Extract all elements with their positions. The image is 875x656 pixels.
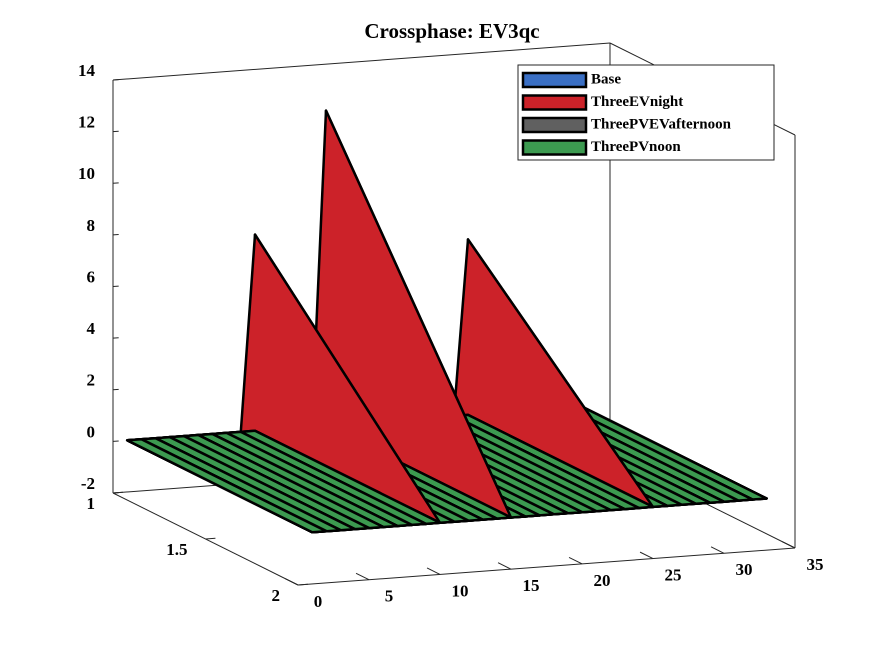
z-tick-label: -2 [81,474,95,493]
x-tick [639,551,654,560]
x-tick-label: 30 [736,560,753,579]
legend-label: Base [591,71,621,87]
z-tick-label: 12 [78,113,95,132]
legend-swatch [521,139,588,156]
x-tick [355,572,370,581]
x-tick-label: 10 [452,581,469,600]
x-tick-label: 15 [523,576,540,595]
x-tick-label: 0 [314,592,323,611]
y-tick [205,537,216,540]
x-tick [781,541,796,549]
y-tick-label: 1.5 [166,540,187,559]
legend-swatch [521,71,588,89]
legend-swatch [521,94,588,111]
z-tick-label: 4 [87,319,96,338]
z-tick-label: 10 [78,164,95,183]
chart-title: Crossphase: EV3qc [364,19,539,43]
y-tick-label: 2 [272,586,281,605]
y-tick-label: 1 [87,494,96,513]
legend-swatch [521,116,588,134]
x-tick [710,546,725,554]
z-tick-label: 0 [87,422,96,441]
x-tick-label: 35 [807,555,824,574]
x-tick-label: 25 [665,565,682,584]
x-tick [568,556,583,565]
z-tick-label: 8 [87,216,96,235]
z-tick-label: 6 [87,267,96,286]
legend: Base ThreeEVnight ThreePVEVafternoon ThreeP… [517,64,775,161]
y-tick [112,491,123,494]
box-edge [112,42,611,81]
x-tick [284,578,299,586]
x-tick [497,562,512,570]
surface-patch [125,438,328,534]
x-tick-label: 5 [385,587,394,606]
y-tick [297,583,308,586]
x-axis [297,547,796,586]
legend-label: ThreeEVnight [591,94,683,110]
x-tick-label: 20 [594,571,611,590]
z-tick-label: 14 [78,61,96,80]
x-tick [426,567,441,575]
legend-label: ThreePVEVafternoon [591,116,732,132]
legend-label: ThreePVnoon [591,139,681,155]
z-tick-label: 2 [87,371,96,390]
